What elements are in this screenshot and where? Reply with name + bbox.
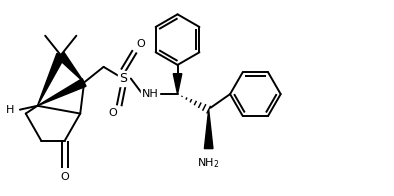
Text: NH: NH (142, 89, 159, 99)
Polygon shape (58, 52, 84, 83)
Text: O: O (60, 172, 69, 182)
Text: NH$_2$: NH$_2$ (197, 156, 220, 170)
Polygon shape (37, 53, 65, 106)
Text: H: H (6, 105, 14, 115)
Text: S: S (119, 72, 127, 85)
Text: O: O (108, 108, 117, 118)
Polygon shape (37, 79, 86, 106)
Polygon shape (173, 74, 182, 94)
Polygon shape (204, 110, 213, 149)
Text: O: O (137, 39, 145, 49)
